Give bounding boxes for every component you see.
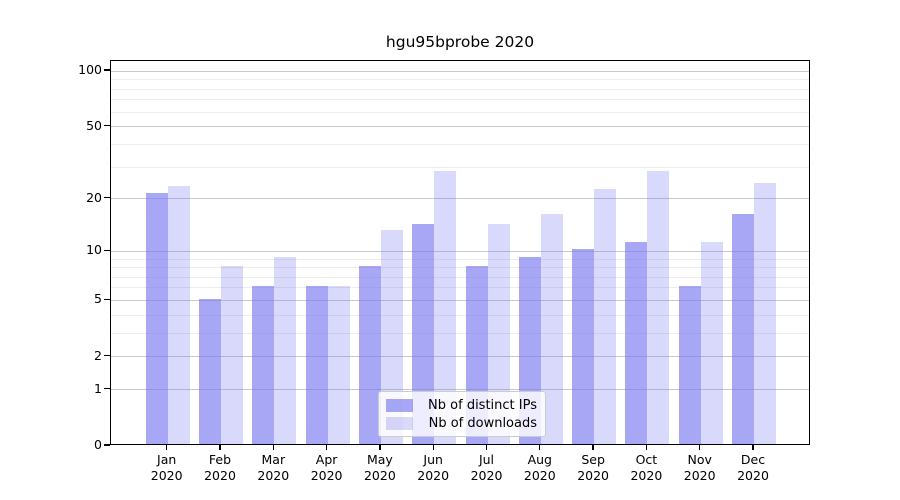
- ips-series-swatch: [386, 398, 413, 412]
- bar-ips-sep: [572, 249, 595, 444]
- gridline-minor-70: [111, 99, 809, 101]
- legend-item-ips: Nb of distinct IPs: [386, 397, 537, 413]
- x-tick-label-oct: Oct 2020: [630, 452, 663, 483]
- x-tick-label-may: May 2020: [363, 452, 396, 483]
- x-tick-mark-jul: [485, 445, 488, 450]
- y-tick-mark-50: [104, 124, 110, 127]
- bar-downloads-dec: [754, 182, 776, 444]
- y-tick-mark-20: [104, 197, 110, 199]
- x-tick-mark-mar: [272, 445, 274, 450]
- x-tick-mark-nov: [699, 445, 701, 450]
- x-tick-mark-apr: [325, 445, 328, 450]
- plot-area: [110, 60, 810, 445]
- y-tick-mark-1: [104, 388, 110, 390]
- gridline-minor-60: [111, 111, 809, 113]
- x-tick-label-aug: Aug 2020: [523, 452, 556, 483]
- y-tick-label-2: 2: [94, 347, 102, 363]
- chart-title: hgu95bprobe 2020: [385, 33, 535, 51]
- gridline-major-2: [111, 356, 809, 358]
- bar-downloads-nov: [700, 242, 723, 444]
- y-tick-mark-100: [104, 69, 110, 71]
- bar-downloads-feb: [221, 265, 243, 444]
- y-tick-label-100: 100: [78, 62, 102, 78]
- x-tick-label-nov: Nov 2020: [683, 452, 716, 483]
- downloads-series-swatch: [386, 416, 413, 430]
- x-tick-mark-dec: [752, 445, 754, 450]
- bar-ips-jun: [412, 224, 435, 444]
- gridline-minor-8: [111, 267, 809, 269]
- gridline-minor-4: [111, 314, 809, 316]
- gridline-minor-30: [111, 166, 809, 168]
- x-tick-label-feb: Feb 2020: [204, 452, 236, 483]
- x-tick-label-mar: Mar 2020: [257, 452, 290, 483]
- bar-ips-dec: [732, 213, 754, 444]
- y-tick-label-1: 1: [94, 380, 102, 396]
- bar-ips-nov: [678, 285, 701, 444]
- y-tick-label-0: 0: [94, 437, 102, 452]
- gridline-minor-90: [111, 79, 809, 81]
- x-tick-mark-sep: [592, 445, 594, 450]
- x-tick-label-dec: Dec 2020: [737, 452, 769, 483]
- bar-ips-apr: [305, 285, 328, 444]
- gridline-major-50: [111, 126, 809, 128]
- legend: Nb of distinct IPs Nb of downloads: [378, 391, 546, 437]
- x-tick-mark-oct: [645, 445, 648, 450]
- bar-downloads-may: [380, 229, 403, 444]
- x-tick-mark-jun: [432, 445, 434, 450]
- bar-ips-jan: [145, 192, 168, 444]
- bar-ips-may: [358, 265, 381, 444]
- y-tick-mark-10: [104, 249, 110, 251]
- y-tick-mark-5: [104, 298, 110, 301]
- bar-downloads-sep: [594, 189, 617, 444]
- gridline-major-1: [111, 389, 809, 391]
- y-tick-mark-2: [104, 355, 110, 357]
- bar-downloads-aug: [540, 213, 563, 444]
- bar-downloads-mar: [274, 257, 297, 444]
- x-tick-label-jul: Jul 2020: [470, 452, 503, 483]
- bar-ips-oct: [625, 242, 648, 444]
- gridline-major-100: [111, 70, 809, 72]
- gridline-minor-9: [111, 258, 809, 260]
- x-tick-label-apr: Apr 2020: [310, 452, 343, 483]
- gridline-minor-6: [111, 287, 809, 289]
- gridline-major-5: [111, 299, 809, 301]
- gridline-minor-7: [111, 276, 809, 278]
- legend-label-ips: Nb of distinct IPs: [428, 397, 537, 413]
- bar-downloads-apr: [327, 285, 350, 444]
- bar-downloads-jun: [434, 170, 457, 444]
- gridline-minor-80: [111, 88, 809, 90]
- gridline-major-20: [111, 198, 809, 200]
- y-tick-label-10: 10: [86, 242, 102, 258]
- x-tick-label-jun: Jun 2020: [417, 452, 450, 483]
- bar-ips-feb: [199, 298, 221, 444]
- legend-item-downloads: Nb of downloads: [386, 415, 537, 431]
- x-tick-mark-may: [379, 445, 381, 450]
- gridline-minor-3: [111, 332, 809, 334]
- bar-downloads-jul: [487, 224, 510, 444]
- x-tick-label-sep: Sep 2020: [577, 452, 609, 483]
- y-tick-mark-0: [104, 444, 110, 446]
- x-tick-mark-feb: [219, 445, 221, 450]
- gridline-major-10: [111, 250, 809, 252]
- bar-ips-mar: [252, 285, 275, 444]
- gridline-minor-40: [111, 143, 809, 145]
- x-tick-mark-jan: [166, 445, 168, 450]
- x-tick-label-jan: Jan 2020: [150, 452, 183, 483]
- x-tick-mark-aug: [539, 445, 541, 450]
- bar-downloads-jan: [167, 185, 190, 444]
- y-tick-label-50: 50: [86, 117, 102, 133]
- legend-label-downloads: Nb of downloads: [428, 415, 537, 431]
- y-tick-label-20: 20: [86, 189, 102, 205]
- y-tick-label-5: 5: [94, 291, 102, 307]
- bar-downloads-oct: [647, 170, 670, 444]
